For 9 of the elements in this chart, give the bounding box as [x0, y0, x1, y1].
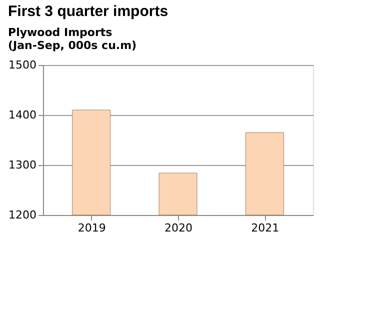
chart-title: First 3 quarter imports [8, 3, 168, 20]
y-tick-label: 1300 [8, 158, 36, 172]
x-tick-label: 2020 [164, 222, 192, 234]
y-tick-label: 1400 [8, 108, 36, 122]
y-tick-label: 1200 [8, 208, 36, 222]
chart-subtitle: Plywood Imports (Jan-Sep, 000s cu.m) [8, 26, 137, 52]
x-tick-label: 2021 [251, 222, 280, 234]
y-tick-label: 1500 [8, 58, 36, 72]
x-tick-label: 2019 [78, 222, 106, 234]
